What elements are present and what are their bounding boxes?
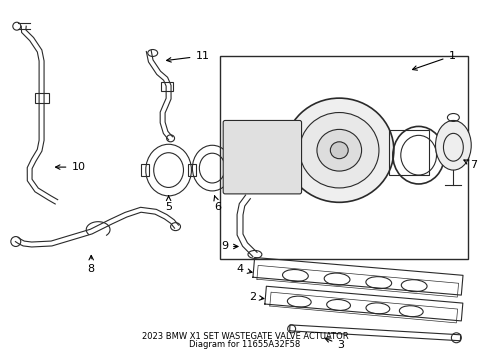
Text: 3: 3	[325, 338, 344, 350]
Text: 11: 11	[167, 51, 209, 62]
Text: 1: 1	[413, 51, 455, 70]
Ellipse shape	[317, 129, 362, 171]
Ellipse shape	[436, 121, 471, 170]
Text: 5: 5	[165, 196, 172, 212]
Ellipse shape	[330, 142, 348, 159]
Text: 4: 4	[237, 264, 252, 274]
Bar	[35, 93, 49, 103]
Text: Diagram for 11655A32F58: Diagram for 11655A32F58	[189, 340, 301, 349]
Text: 8: 8	[88, 256, 95, 274]
Bar	[220, 56, 468, 260]
Text: 7: 7	[464, 160, 477, 170]
Bar	[389, 130, 429, 175]
Bar	[161, 82, 172, 91]
Text: 6: 6	[214, 196, 221, 212]
Bar	[141, 164, 149, 176]
Text: 2023 BMW X1 SET WASTEGATE VALVE ACTUATOR: 2023 BMW X1 SET WASTEGATE VALVE ACTUATOR	[142, 332, 348, 341]
FancyBboxPatch shape	[223, 121, 301, 194]
Text: 2: 2	[249, 292, 264, 302]
Ellipse shape	[285, 98, 394, 202]
Text: 10: 10	[55, 162, 85, 172]
Bar	[189, 164, 196, 176]
Text: 9: 9	[221, 242, 238, 252]
Ellipse shape	[299, 113, 379, 188]
